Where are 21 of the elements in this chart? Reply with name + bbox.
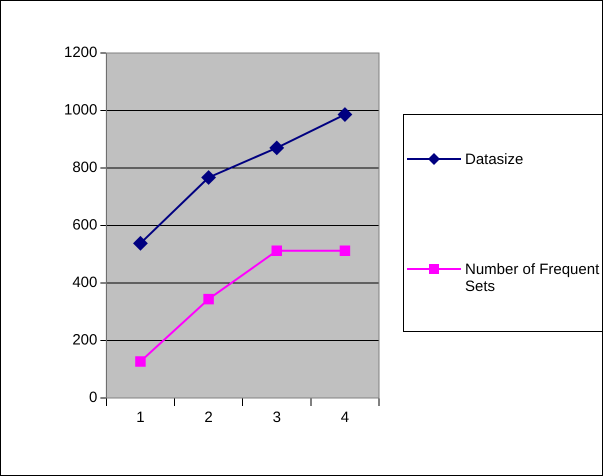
- y-tick-label: 1200: [64, 44, 98, 62]
- point: [272, 246, 282, 256]
- point: [338, 108, 352, 122]
- x-tick-label: 3: [272, 409, 281, 426]
- point: [340, 246, 350, 256]
- y-tick-label: 200: [72, 332, 98, 349]
- point: [203, 294, 214, 304]
- point: [202, 170, 216, 184]
- y-tick-label: 400: [72, 274, 98, 292]
- legend-label: Datasize: [465, 151, 524, 168]
- y-tick-label: 1000: [64, 102, 98, 119]
- point: [135, 356, 146, 367]
- y-tick-label: 600: [72, 216, 98, 234]
- y-tick-label: 800: [72, 159, 98, 176]
- y-tick-label: 0: [89, 389, 98, 406]
- x-tick-label: 4: [340, 409, 350, 426]
- x-tick-label: 1: [136, 409, 145, 426]
- x-tick-label: 2: [204, 409, 213, 426]
- legend-label: Number of Frequent Sets: [465, 261, 600, 295]
- point: [270, 140, 284, 155]
- point: [133, 236, 148, 250]
